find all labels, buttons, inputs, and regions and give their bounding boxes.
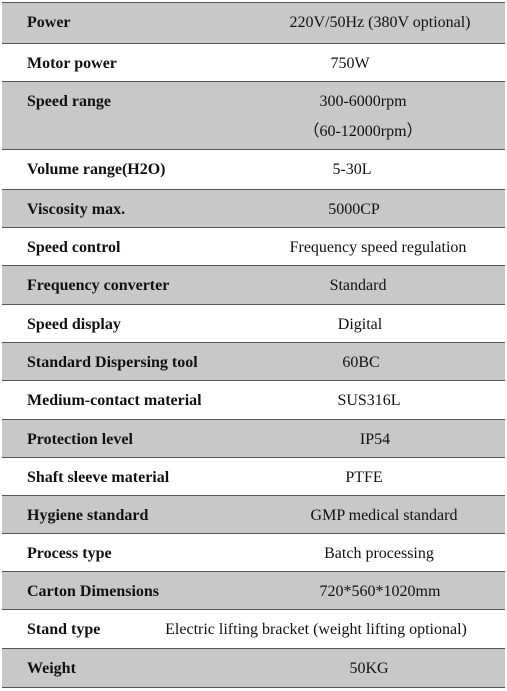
table-row: Motor power 750W [2,44,505,82]
row-label: Motor power [27,55,117,72]
row-label: Protection level [27,431,133,448]
table-row: Hygiene standard GMP medical standard [2,496,505,534]
row-label: Shaft sleeve material [27,469,170,486]
row-label: Viscosity max. [27,201,126,218]
row-value: IP54 [359,431,391,448]
row-label: Process type [27,545,112,562]
row-value: SUS316L [337,392,401,409]
table-row: Frequency converter Standard [2,266,505,305]
row-value: 50KG [349,660,389,677]
row-value: Frequency speed regulation [289,239,467,256]
row-label: Speed control [27,239,121,256]
row-value: Electric lifting bracket (weight lifting… [165,621,467,638]
row-label: Carton Dimensions [27,583,160,600]
row-value: 720*560*1020mm [319,583,441,600]
row-value: Standard [329,277,387,294]
table-row: Viscosity max. 5000CP [2,190,505,228]
row-label: Standard Dispersing tool [27,354,198,371]
row-label: Volume range(H2O) [27,161,166,178]
row-value: 750W [330,55,370,72]
table-row: Standard Dispersing tool 60BC [2,343,505,381]
row-label: Stand type [27,621,101,638]
row-value: 300-6000rpm [319,93,407,110]
row-label: Speed display [27,316,121,333]
table-row: Speed display Digital [2,305,505,343]
row-label: Medium-contact material [27,392,202,409]
row-label: Frequency converter [27,277,170,294]
table-row: Carton Dimensions 720*560*1020mm [2,572,505,610]
row-value: Digital [337,316,383,333]
row-value: 5000CP [328,201,380,218]
table-row: Power 220V/50Hz (380V optional) [2,2,505,44]
row-value: 5-30L [332,161,372,178]
row-value: （60-12000rpm） [303,123,423,140]
row-label: Hygiene standard [27,507,149,524]
row-value: 60BC [342,354,380,371]
row-value: PTFE [345,469,383,486]
row-label: Speed range [27,93,111,110]
row-value: GMP medical standard [310,507,458,524]
table-row: Process type Batch processing [2,534,505,572]
table-row: Volume range(H2O) 5-30L [2,150,505,190]
table-row: Protection level IP54 [2,420,505,458]
table-row: Shaft sleeve material PTFE [2,458,505,496]
table-row: Medium-contact material SUS316L [2,381,505,420]
table-row: Speed range 300-6000rpm （60-12000rpm） [2,82,505,150]
table-row: Weight 50KG [2,649,505,688]
table-row: Stand type Electric lifting bracket (weig… [2,610,505,649]
table-row: Speed control Frequency speed regulation [2,228,505,266]
row-label: Power [27,14,71,31]
row-value: Batch processing [324,545,434,562]
row-value: 220V/50Hz (380V optional) [289,14,471,31]
row-label: Weight [27,660,76,677]
